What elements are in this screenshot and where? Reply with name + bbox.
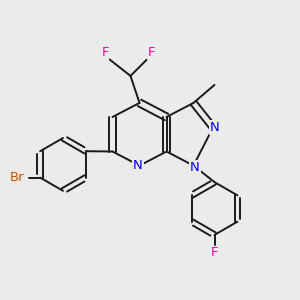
Text: F: F [148, 46, 155, 59]
Text: N: N [190, 160, 200, 174]
Text: N: N [133, 159, 143, 172]
Text: Br: Br [10, 171, 25, 184]
Text: F: F [101, 46, 109, 59]
Text: N: N [210, 121, 219, 134]
Text: F: F [211, 246, 218, 260]
